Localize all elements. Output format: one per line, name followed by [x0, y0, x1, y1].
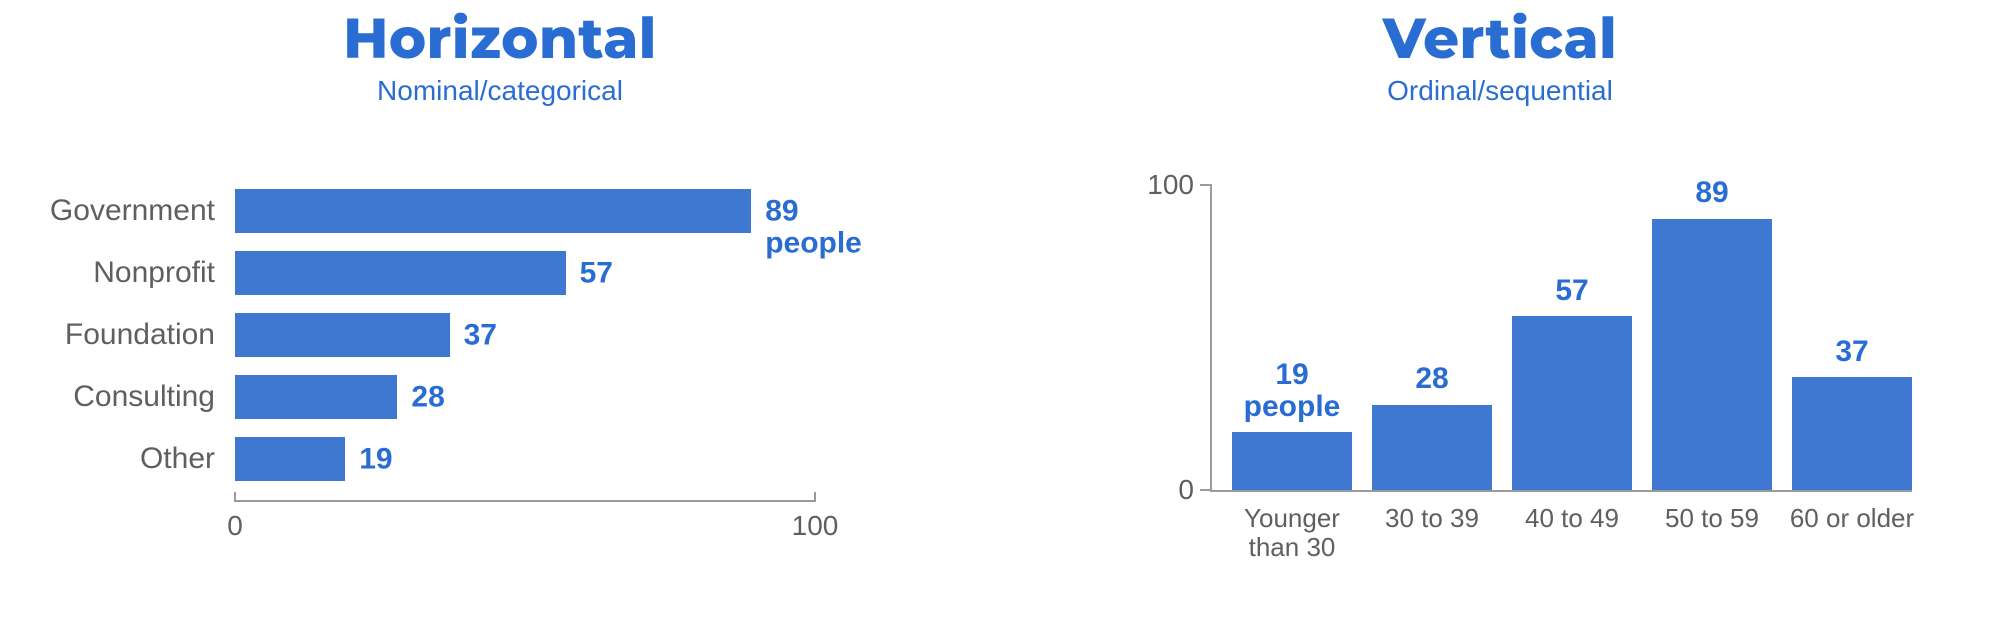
- horizontal-category-label: Nonprofit: [0, 256, 235, 290]
- vertical-bar: [1372, 405, 1492, 490]
- horizontal-bar-area: 19: [235, 437, 815, 481]
- horizontal-category-label: Foundation: [0, 318, 235, 352]
- horizontal-bar: [235, 313, 450, 357]
- horizontal-value-label: 37: [464, 319, 497, 351]
- horizontal-axis: 0100: [235, 500, 815, 542]
- horizontal-value-label: 89people: [765, 195, 862, 258]
- vertical-category-label: 60 or older: [1782, 504, 1922, 533]
- horizontal-bar-area: 37: [235, 313, 815, 357]
- horizontal-bar: [235, 375, 397, 419]
- horizontal-bar-area: 28: [235, 375, 815, 419]
- horizontal-title: Horizontal: [0, 10, 1000, 69]
- vertical-panel: Vertical Ordinal/sequential 19peopleYoun…: [1000, 0, 2000, 643]
- horizontal-rows: Government89peopleNonprofit57Foundation3…: [0, 180, 970, 490]
- horizontal-row: Government89people: [0, 180, 970, 242]
- horizontal-value-label: 28: [411, 381, 444, 413]
- horizontal-value-label: 57: [580, 257, 613, 289]
- vertical-bar: [1232, 432, 1352, 490]
- horizontal-category-label: Other: [0, 442, 235, 476]
- vertical-tick-label: 100: [1147, 169, 1212, 201]
- horizontal-tick-label: 0: [227, 510, 243, 542]
- vertical-bar: [1652, 219, 1772, 490]
- vertical-bars: 19peopleYounger than 30 2830 to 395740 to…: [1212, 185, 1912, 490]
- horizontal-row: Consulting 28: [0, 366, 970, 428]
- horizontal-value-label: 19: [359, 443, 392, 475]
- horizontal-row: Foundation 37: [0, 304, 970, 366]
- vertical-value-label: 37: [1835, 336, 1868, 368]
- vertical-titles: Vertical Ordinal/sequential: [1000, 10, 2000, 107]
- vertical-bar: [1792, 377, 1912, 490]
- horizontal-category-label: Government: [0, 194, 235, 228]
- vertical-bar-wrap: 3760 or older: [1792, 377, 1912, 490]
- vertical-title: Vertical: [1000, 10, 2000, 69]
- horizontal-tick-mark: [234, 492, 236, 502]
- horizontal-bar: [235, 189, 751, 233]
- horizontal-bar: [235, 251, 566, 295]
- vertical-subtitle: Ordinal/sequential: [1000, 75, 2000, 107]
- vertical-category-label: 40 to 49: [1502, 504, 1642, 533]
- horizontal-bar-area: 57: [235, 251, 815, 295]
- vertical-bar-wrap: 19peopleYounger than 30: [1232, 432, 1352, 490]
- horizontal-tick-label: 100: [792, 510, 839, 542]
- horizontal-tick-mark: [814, 492, 816, 502]
- vertical-category-label: Younger than 30: [1222, 504, 1362, 561]
- vertical-chart: 19peopleYounger than 302830 to 395740 to…: [1100, 175, 1950, 605]
- horizontal-titles: Horizontal Nominal/categorical: [0, 10, 1000, 107]
- horizontal-panel: Horizontal Nominal/categorical Governmen…: [0, 0, 1000, 643]
- horizontal-ticks: 0100: [235, 502, 815, 542]
- vertical-tick-label: 0: [1178, 474, 1212, 506]
- vertical-value-label: 57: [1555, 275, 1588, 307]
- vertical-bar-wrap: 8950 to 59: [1652, 219, 1772, 490]
- horizontal-bar: [235, 437, 345, 481]
- vertical-bar: [1512, 316, 1632, 490]
- vertical-category-label: 30 to 39: [1362, 504, 1502, 533]
- horizontal-row: Other 19: [0, 428, 970, 490]
- vertical-bar-wrap: 2830 to 39: [1372, 405, 1492, 490]
- horizontal-subtitle: Nominal/categorical: [0, 75, 1000, 107]
- horizontal-category-label: Consulting: [0, 380, 235, 414]
- vertical-bar-wrap: 5740 to 49: [1512, 316, 1632, 490]
- vertical-value-label: 19people: [1244, 359, 1341, 422]
- vertical-value-label: 28: [1415, 363, 1448, 395]
- horizontal-bar-area: 89people: [235, 189, 815, 233]
- vertical-category-label: 50 to 59: [1642, 504, 1782, 533]
- vertical-plot: 19peopleYounger than 30 2830 to 395740 to…: [1210, 185, 1912, 492]
- horizontal-chart: Government89peopleNonprofit57Foundation3…: [0, 180, 970, 490]
- vertical-value-label: 89: [1695, 177, 1728, 209]
- page: Horizontal Nominal/categorical Governmen…: [0, 0, 2000, 643]
